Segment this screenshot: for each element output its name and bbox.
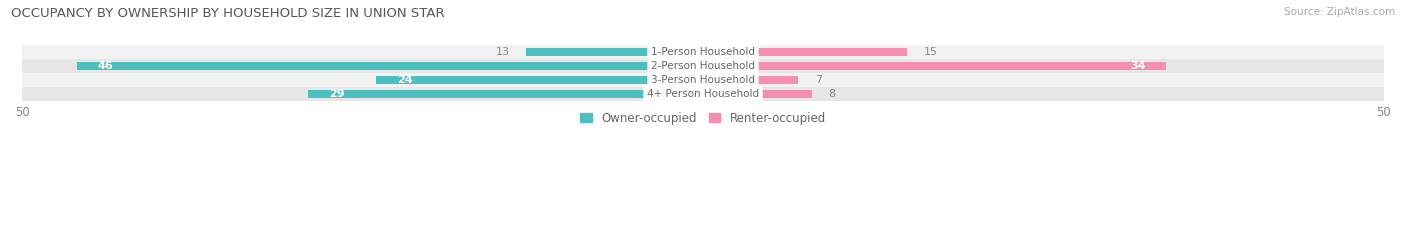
Bar (703, 62, 1166, 70)
Bar (703, 76, 799, 84)
Bar (22, 45, 1384, 59)
Text: 2-Person Household: 2-Person Household (651, 61, 755, 71)
Bar (703, 90, 811, 98)
Text: 13: 13 (496, 47, 510, 57)
Text: 29: 29 (329, 89, 344, 99)
Text: 8: 8 (828, 89, 835, 99)
Bar (22, 87, 1384, 101)
Bar (22, 73, 1384, 87)
Text: 3-Person Household: 3-Person Household (651, 75, 755, 85)
Text: OCCUPANCY BY OWNERSHIP BY HOUSEHOLD SIZE IN UNION STAR: OCCUPANCY BY OWNERSHIP BY HOUSEHOLD SIZE… (11, 7, 444, 20)
Bar (22, 59, 1384, 73)
Text: 24: 24 (396, 75, 412, 85)
Text: Source: ZipAtlas.com: Source: ZipAtlas.com (1284, 7, 1395, 17)
Bar (703, 48, 907, 56)
Bar (308, 90, 703, 98)
Text: 7: 7 (814, 75, 821, 85)
Text: 34: 34 (1130, 61, 1146, 71)
Legend: Owner-occupied, Renter-occupied: Owner-occupied, Renter-occupied (575, 107, 831, 130)
Text: 46: 46 (97, 61, 112, 71)
Bar (526, 48, 703, 56)
Text: 4+ Person Household: 4+ Person Household (647, 89, 759, 99)
Text: 15: 15 (924, 47, 938, 57)
Bar (77, 62, 703, 70)
Text: 1-Person Household: 1-Person Household (651, 47, 755, 57)
Bar (377, 76, 703, 84)
